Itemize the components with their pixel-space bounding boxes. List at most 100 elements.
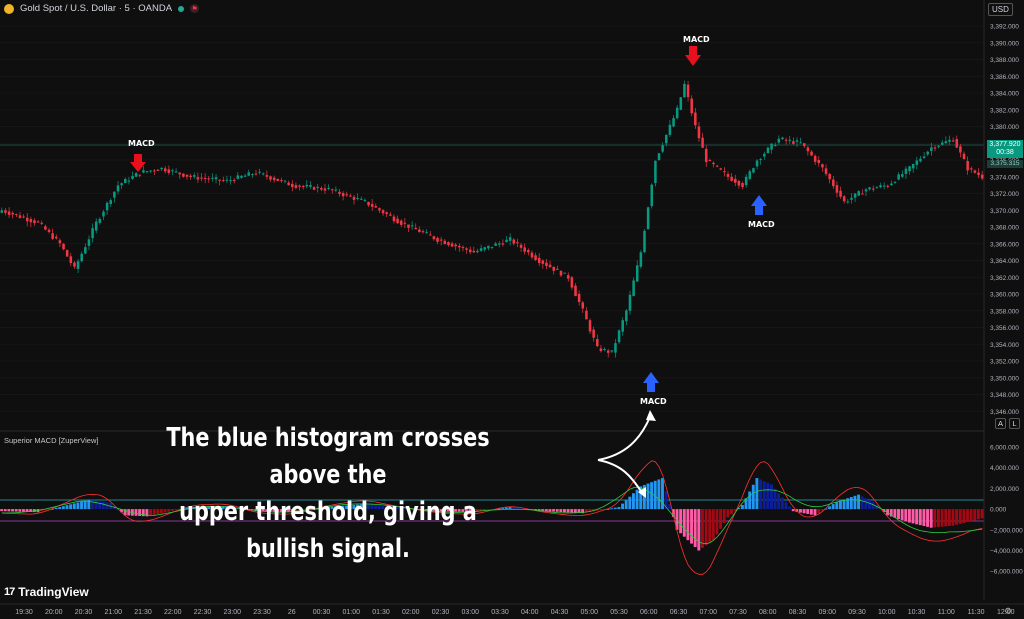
candle-body xyxy=(385,212,388,215)
candle-body xyxy=(592,329,595,338)
currency-label[interactable]: USD xyxy=(988,3,1013,16)
candle-body xyxy=(58,240,62,244)
candle-body xyxy=(160,167,163,170)
candle-body xyxy=(200,177,203,179)
histogram-bar xyxy=(341,505,345,510)
histogram-bar xyxy=(744,498,748,510)
histogram-bar xyxy=(973,509,977,521)
candle-body xyxy=(25,217,29,222)
histogram-bar xyxy=(283,509,287,512)
candle-body xyxy=(875,187,879,189)
histogram-bar xyxy=(29,509,33,512)
histogram-bar xyxy=(740,504,744,510)
histogram-bar xyxy=(904,509,908,522)
candle-body xyxy=(341,193,345,197)
histogram-bar xyxy=(519,508,523,510)
histogram-bar xyxy=(631,493,635,510)
auto-scale-button[interactable]: A xyxy=(995,418,1006,429)
histogram-bar xyxy=(464,509,468,512)
candle-body xyxy=(360,198,363,200)
histogram-bar xyxy=(395,507,399,510)
candle-body xyxy=(596,339,599,347)
candle-body xyxy=(182,173,185,177)
candle-body xyxy=(145,171,149,173)
histogram-bar xyxy=(428,509,432,511)
time-tick-label: 07:30 xyxy=(729,609,747,616)
candle-body xyxy=(519,244,523,248)
candle-body xyxy=(552,266,555,271)
histogram-bar xyxy=(980,509,984,519)
time-tick-label: 10:30 xyxy=(908,609,926,616)
symbol-header[interactable]: Gold Spot / U.S. Dollar · 5 · OANDA ⚑ xyxy=(4,3,200,14)
histogram-bar xyxy=(955,509,959,525)
candle-body xyxy=(759,159,762,161)
candle-body xyxy=(871,188,875,190)
histogram-bar xyxy=(762,481,766,510)
histogram-bar xyxy=(337,506,341,510)
candle-body xyxy=(120,183,123,186)
candle-body xyxy=(719,168,723,170)
candle-body xyxy=(192,175,196,177)
candle-body xyxy=(211,177,214,179)
histogram-bar xyxy=(555,509,559,512)
histogram-bar xyxy=(265,509,269,512)
histogram-bar xyxy=(777,493,781,510)
candle-body xyxy=(479,248,483,251)
candle-body xyxy=(370,203,374,207)
log-scale-button[interactable]: L xyxy=(1009,418,1020,429)
histogram-bar xyxy=(907,509,911,523)
candle-body xyxy=(345,194,349,196)
histogram-bar xyxy=(11,509,14,512)
time-tick-label: 21:00 xyxy=(104,609,122,616)
histogram-bar xyxy=(759,479,762,510)
candle-body xyxy=(559,270,563,276)
histogram-bar xyxy=(581,509,585,514)
candle-body xyxy=(919,158,922,162)
flag-icon[interactable]: ⚑ xyxy=(190,4,200,13)
sell-signal-arrow xyxy=(685,46,701,66)
last-price: 3,377.920 xyxy=(989,141,1021,148)
candle-body xyxy=(265,175,269,177)
histogram-bar xyxy=(61,506,65,510)
time-tick-label: 03:30 xyxy=(491,609,509,616)
symbol-title[interactable]: Gold Spot / U.S. Dollar · 5 · OANDA xyxy=(20,3,173,14)
histogram-bar xyxy=(51,508,54,510)
indicator-title[interactable]: Superior MACD [ZuperView] xyxy=(4,436,99,445)
candle-body xyxy=(922,156,926,158)
candle-body xyxy=(47,229,51,232)
time-axis[interactable]: 19:30 20:00 20:30 21:00 21:30 22:00 22:30 23:00… xyxy=(15,609,1024,616)
histogram-bar xyxy=(512,507,516,510)
candle-body xyxy=(842,196,846,202)
tradingview-logo[interactable]: 17 TradingView xyxy=(4,585,89,599)
candle-body xyxy=(320,188,323,190)
candle-body xyxy=(84,247,87,254)
candle-body xyxy=(356,198,359,200)
candle-body xyxy=(330,189,334,191)
macd-axis[interactable]: 6,000.000 4,000.000 2,000.000 0.000 −2,000.0… xyxy=(990,445,1023,576)
candle-body xyxy=(454,244,457,247)
histogram-bar xyxy=(766,482,770,510)
histogram-bar xyxy=(715,509,719,535)
candle-body xyxy=(36,221,40,223)
candle-body xyxy=(588,320,592,332)
candle-body xyxy=(11,212,14,215)
candle-body xyxy=(835,185,839,193)
histogram-bar xyxy=(54,507,58,510)
settings-gear-icon[interactable]: ⚙ xyxy=(1004,606,1013,616)
candle-body xyxy=(76,261,80,269)
histogram-bar xyxy=(47,509,51,511)
candle-body xyxy=(298,185,301,187)
time-tick-label: 06:30 xyxy=(670,609,688,616)
histogram-bar xyxy=(345,505,349,510)
histogram-bar xyxy=(374,505,378,510)
candle-body xyxy=(247,172,250,176)
histogram-bar xyxy=(922,509,926,527)
histogram-bar xyxy=(748,491,752,510)
histogram-bar xyxy=(966,509,969,523)
candle-body xyxy=(614,343,617,353)
arrowhead-icon xyxy=(638,487,646,498)
candle-body xyxy=(367,201,370,206)
time-tick-label: 11:30 xyxy=(968,609,985,616)
candle-body xyxy=(487,245,490,249)
